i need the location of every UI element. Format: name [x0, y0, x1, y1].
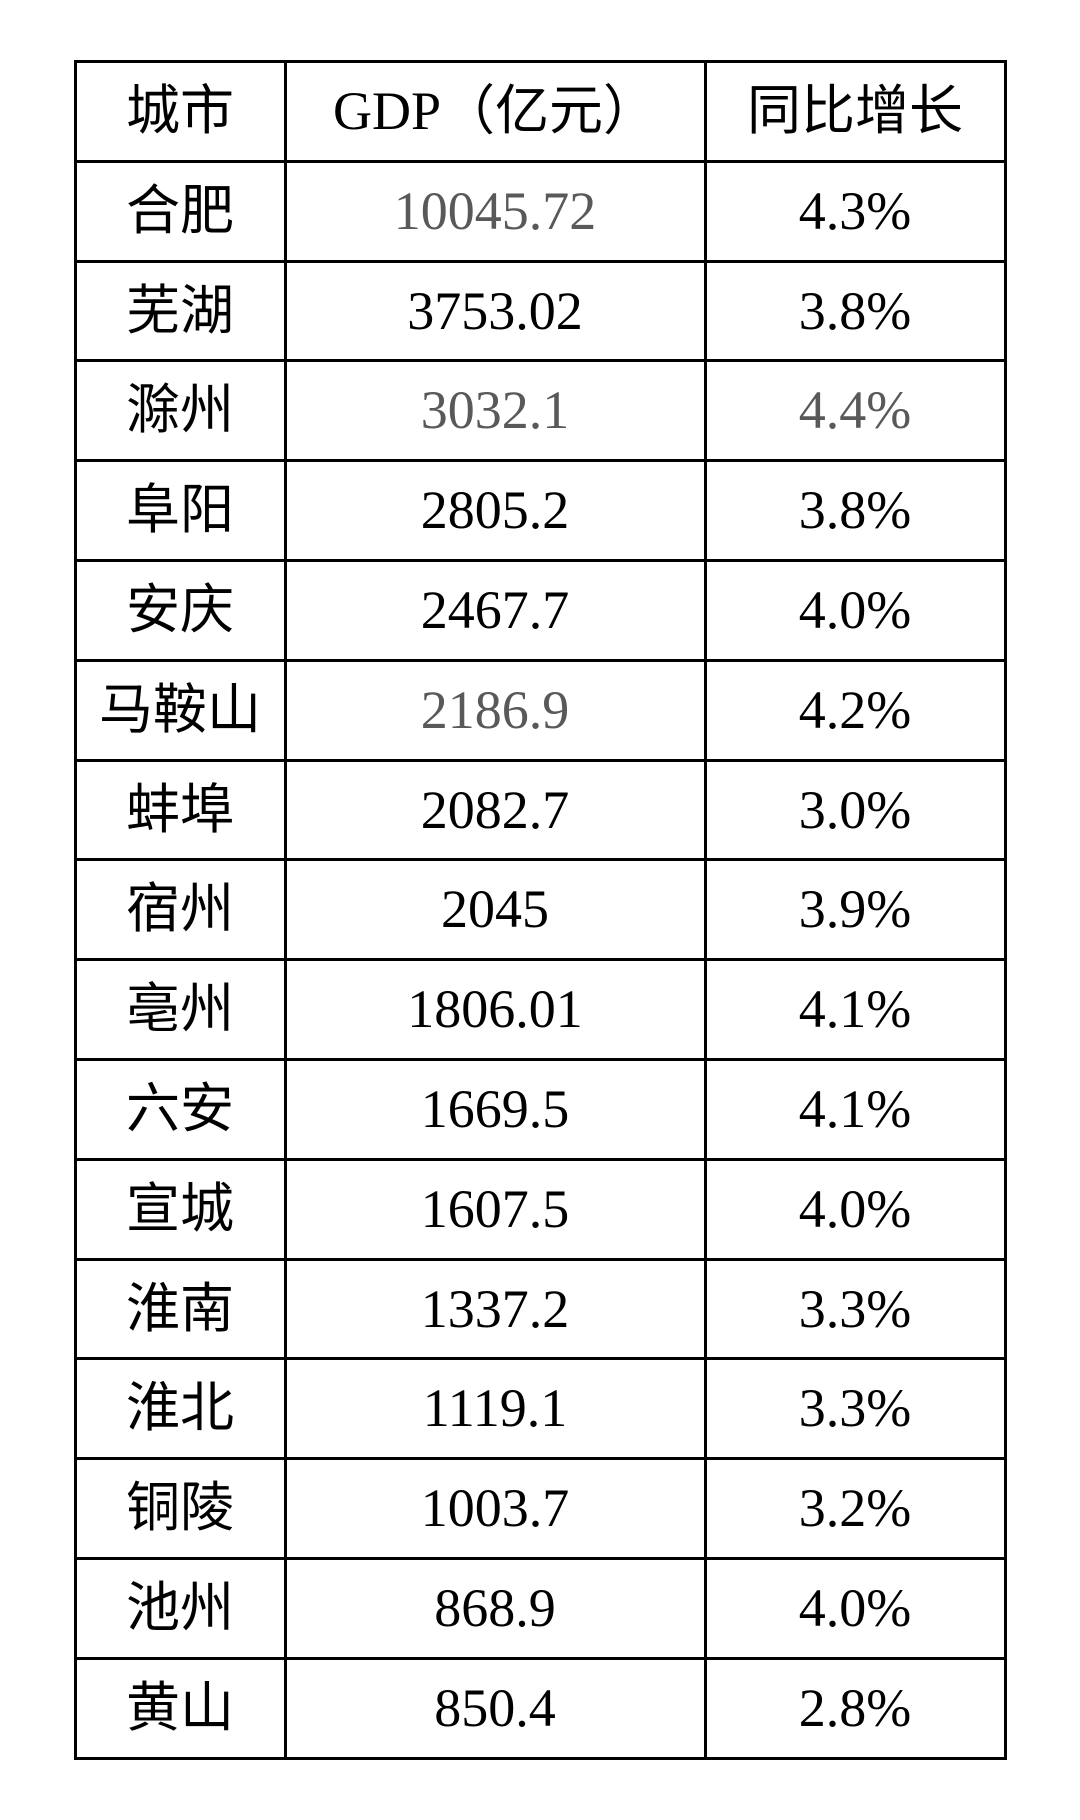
cell-growth: 3.3% [705, 1259, 1005, 1359]
cell-city: 亳州 [75, 960, 285, 1060]
cell-city: 马鞍山 [75, 660, 285, 760]
table-row: 宿州20453.9% [75, 860, 1005, 960]
table-row: 黄山850.42.8% [75, 1658, 1005, 1758]
table-row: 六安1669.54.1% [75, 1059, 1005, 1159]
cell-growth: 4.0% [705, 1159, 1005, 1259]
col-header-growth: 同比增长 [705, 62, 1005, 162]
cell-gdp: 868.9 [285, 1558, 705, 1658]
table-row: 滁州3032.14.4% [75, 361, 1005, 461]
cell-city: 宣城 [75, 1159, 285, 1259]
cell-city: 安庆 [75, 560, 285, 660]
table-row: 蚌埠2082.73.0% [75, 760, 1005, 860]
cell-gdp: 1119.1 [285, 1359, 705, 1459]
table-row: 芜湖3753.023.8% [75, 261, 1005, 361]
cell-city: 黄山 [75, 1658, 285, 1758]
cell-city: 淮南 [75, 1259, 285, 1359]
table-row: 池州868.94.0% [75, 1558, 1005, 1658]
cell-growth: 3.3% [705, 1359, 1005, 1459]
cell-growth: 2.8% [705, 1658, 1005, 1758]
cell-city: 池州 [75, 1558, 285, 1658]
cell-growth: 3.2% [705, 1459, 1005, 1559]
cell-growth: 3.8% [705, 461, 1005, 561]
table-row: 合肥10045.724.3% [75, 161, 1005, 261]
cell-growth: 4.3% [705, 161, 1005, 261]
cell-city: 六安 [75, 1059, 285, 1159]
cell-gdp: 1669.5 [285, 1059, 705, 1159]
cell-growth: 3.8% [705, 261, 1005, 361]
cell-city: 滁州 [75, 361, 285, 461]
table-row: 亳州1806.014.1% [75, 960, 1005, 1060]
cell-growth: 4.2% [705, 660, 1005, 760]
cell-gdp: 2045 [285, 860, 705, 960]
cell-growth: 4.1% [705, 960, 1005, 1060]
cell-gdp: 1607.5 [285, 1159, 705, 1259]
col-header-city: 城市 [75, 62, 285, 162]
cell-growth: 4.4% [705, 361, 1005, 461]
table-row: 淮北1119.13.3% [75, 1359, 1005, 1459]
cell-gdp: 1337.2 [285, 1259, 705, 1359]
cell-city: 铜陵 [75, 1459, 285, 1559]
cell-gdp: 3032.1 [285, 361, 705, 461]
cell-city: 淮北 [75, 1359, 285, 1459]
table-body: 合肥10045.724.3%芜湖3753.023.8%滁州3032.14.4%阜… [75, 161, 1005, 1758]
cell-gdp: 3753.02 [285, 261, 705, 361]
cell-city: 宿州 [75, 860, 285, 960]
cell-growth: 4.1% [705, 1059, 1005, 1159]
col-header-gdp: GDP（亿元） [285, 62, 705, 162]
cell-gdp: 2186.9 [285, 660, 705, 760]
table-header-row: 城市 GDP（亿元） 同比增长 [75, 62, 1005, 162]
gdp-table: 城市 GDP（亿元） 同比增长 合肥10045.724.3%芜湖3753.023… [74, 60, 1007, 1760]
table-row: 安庆2467.74.0% [75, 560, 1005, 660]
cell-gdp: 2082.7 [285, 760, 705, 860]
table-row: 铜陵1003.73.2% [75, 1459, 1005, 1559]
table-row: 阜阳2805.23.8% [75, 461, 1005, 561]
cell-gdp: 2805.2 [285, 461, 705, 561]
cell-gdp: 10045.72 [285, 161, 705, 261]
cell-city: 合肥 [75, 161, 285, 261]
cell-growth: 4.0% [705, 1558, 1005, 1658]
cell-gdp: 850.4 [285, 1658, 705, 1758]
table-row: 淮南1337.23.3% [75, 1259, 1005, 1359]
cell-city: 蚌埠 [75, 760, 285, 860]
cell-gdp: 2467.7 [285, 560, 705, 660]
cell-gdp: 1003.7 [285, 1459, 705, 1559]
table-row: 马鞍山2186.94.2% [75, 660, 1005, 760]
cell-city: 芜湖 [75, 261, 285, 361]
table-row: 宣城1607.54.0% [75, 1159, 1005, 1259]
cell-gdp: 1806.01 [285, 960, 705, 1060]
cell-city: 阜阳 [75, 461, 285, 561]
cell-growth: 3.0% [705, 760, 1005, 860]
cell-growth: 4.0% [705, 560, 1005, 660]
cell-growth: 3.9% [705, 860, 1005, 960]
